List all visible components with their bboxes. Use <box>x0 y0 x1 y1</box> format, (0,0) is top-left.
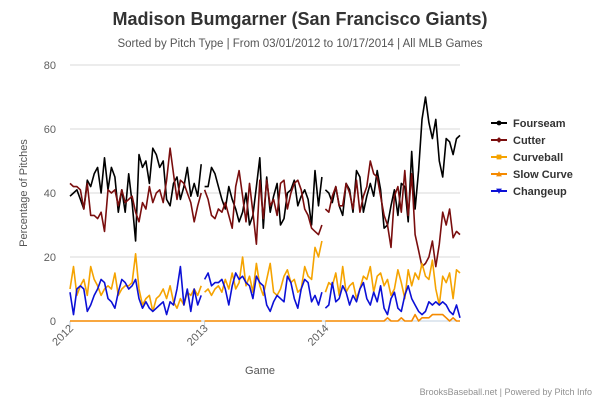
legend-label: Cutter <box>513 135 546 147</box>
legend-label: Curveball <box>513 152 563 164</box>
legend: Fourseam Cutter Curveball Slow Curve Changeu… <box>491 118 573 198</box>
series-line-fourseam <box>69 147 202 242</box>
series-slow-curve <box>70 313 460 322</box>
credits: BrooksBaseball.net | Powered by Pitch In… <box>420 387 592 397</box>
legend-marker-cutter <box>496 137 502 143</box>
series-line-cutter <box>203 169 323 245</box>
series-changeup <box>69 265 461 319</box>
legend-marker-fourseam <box>496 120 502 126</box>
series-line-curveball <box>69 253 202 313</box>
legend-marker-curveball <box>496 154 502 160</box>
chart-subtitle: Sorted by Pitch Type | From 03/01/2012 t… <box>117 38 482 50</box>
legend-label: Fourseam <box>513 118 566 130</box>
legend-label: Changeup <box>513 186 567 198</box>
series-line-curveball <box>324 259 461 306</box>
y-tick-label: 60 <box>44 124 56 136</box>
y-tick-label: 80 <box>44 60 56 72</box>
series-line-slow-curve <box>325 313 460 322</box>
legend-item-cutter[interactable]: Cutter <box>491 135 546 147</box>
y-tick-label: 20 <box>44 252 56 264</box>
legend-label: Slow Curve <box>513 169 573 181</box>
legend-item-changeup[interactable]: Changeup <box>491 186 567 198</box>
y-axis-title: Percentage of Pitches <box>18 139 30 247</box>
legend-item-fourseam[interactable]: Fourseam <box>491 118 566 130</box>
series-line-changeup <box>203 272 323 313</box>
legend-item-curveball[interactable]: Curveball <box>491 152 563 164</box>
series-lines <box>69 96 461 322</box>
legend-marker-changeup <box>496 188 502 194</box>
series-line-cutter <box>324 160 461 268</box>
x-axis-title: Game <box>245 365 275 377</box>
series-cutter <box>69 147 461 268</box>
series-line-changeup <box>324 281 461 319</box>
legend-item-slow-curve[interactable]: Slow Curve <box>491 169 573 181</box>
series-line-changeup <box>69 265 202 316</box>
chart-title: Madison Bumgarner (San Francisco Giants) <box>112 9 487 29</box>
y-tick-label: 40 <box>44 188 56 200</box>
y-tick-label: 0 <box>50 316 56 328</box>
series-line-cutter <box>69 147 202 233</box>
legend-marker-slow-curve <box>496 171 502 177</box>
